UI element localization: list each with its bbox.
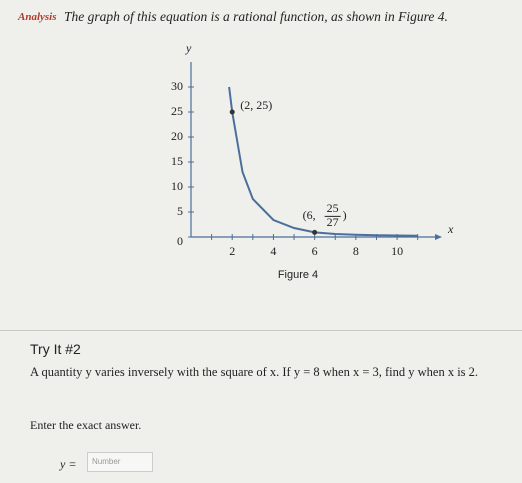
x-axis-label: x <box>447 222 454 236</box>
point-label-suffix: ) <box>343 208 347 222</box>
y-tick-label: 0 <box>177 234 183 248</box>
figure-caption: Figure 4 <box>278 269 318 281</box>
answer-input[interactable]: Number <box>87 452 153 472</box>
point-label-denominator: 27 <box>327 215 339 229</box>
x-tick-label: 8 <box>353 244 359 258</box>
instruction: Enter the exact answer. <box>30 418 142 432</box>
separator <box>0 330 522 331</box>
x-arrow <box>435 234 442 240</box>
y-tick-label: 5 <box>177 204 183 218</box>
x-tick-label: 4 <box>270 244 276 258</box>
problem-text: A quantity y varies inversely with the s… <box>30 365 479 379</box>
curve <box>228 86 418 237</box>
x-tick-label: 10 <box>391 244 403 258</box>
y-tick-label: 20 <box>171 129 183 143</box>
y-tick-label: 30 <box>171 79 183 93</box>
x-tick-label: 6 <box>312 244 318 258</box>
point-label-prefix: (6, <box>303 208 316 222</box>
point-label-numerator: 25 <box>327 201 339 215</box>
figure: Figure 4 x y 0 5 10 15 20 25 30 2 4 6 8 10 (2, 25) (6, 2… <box>171 41 454 281</box>
point-label: (2, 25) <box>240 98 272 112</box>
y-axis-label: y <box>185 41 192 55</box>
analysis-label: Analysis <box>18 11 57 23</box>
point <box>312 229 318 235</box>
y-tick-label: 15 <box>171 154 183 168</box>
y-tick-label: 10 <box>171 179 183 193</box>
try-it-title: Try It #2 <box>30 341 81 357</box>
y-tick-label: 25 <box>171 104 183 118</box>
intro-text: The graph of this equation is a rational… <box>64 9 448 24</box>
answer-label: y = <box>60 457 77 471</box>
point <box>229 109 235 115</box>
x-tick-label: 2 <box>229 244 235 258</box>
